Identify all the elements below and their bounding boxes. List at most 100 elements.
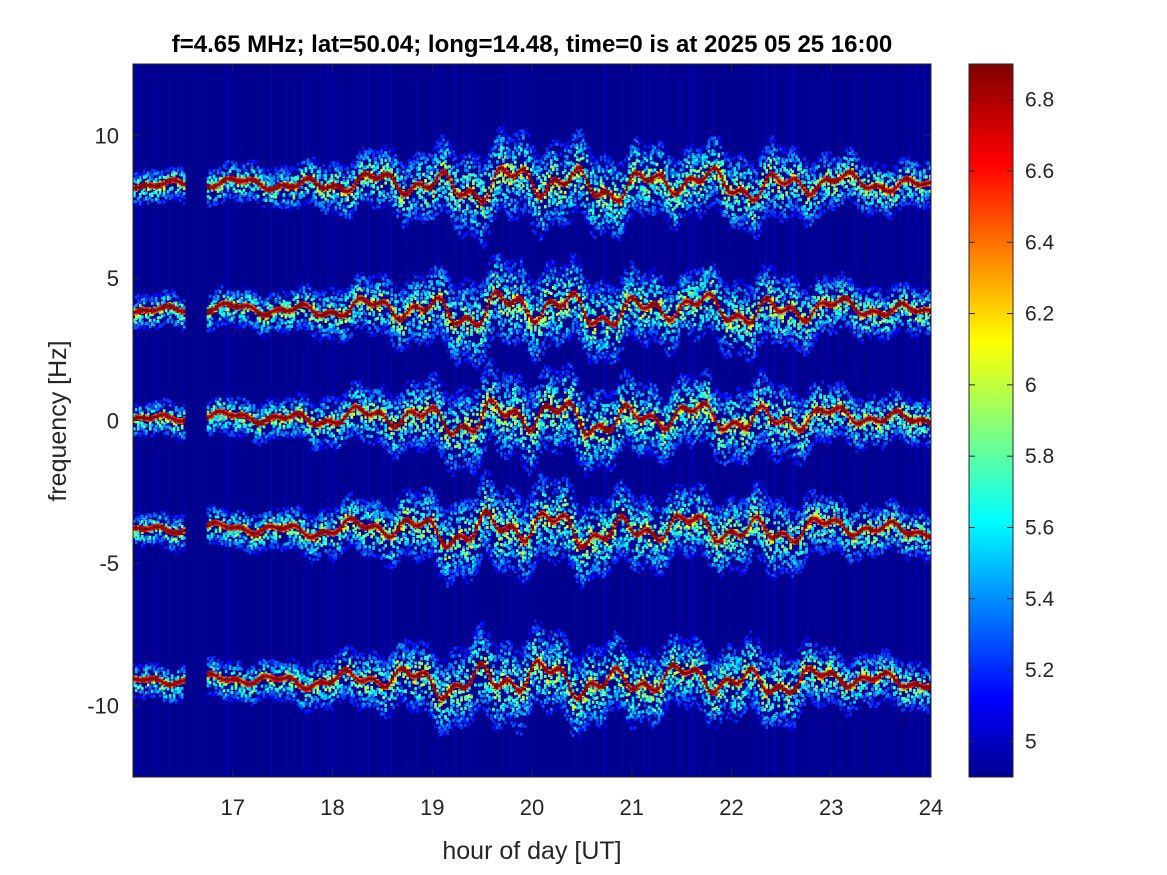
spectral-cell [557, 190, 561, 194]
spectral-cell [607, 170, 611, 173]
spectral-cell [546, 162, 549, 166]
spectral-cell [553, 207, 557, 211]
spectral-cell [228, 193, 232, 197]
spectral-cell [396, 161, 399, 165]
spectral-cell [420, 214, 423, 218]
spectral-cell [376, 205, 379, 209]
spectral-cell [526, 143, 529, 147]
trace-peak-cell [400, 191, 403, 194]
spectral-cell [340, 193, 344, 197]
spectral-cell [516, 183, 519, 187]
spectral-cell [713, 201, 717, 205]
spectral-cell [428, 176, 431, 179]
spectral-cell [154, 189, 158, 193]
spectral-cell [715, 187, 719, 191]
spectral-cell [546, 171, 549, 175]
spectral-cell [649, 184, 653, 188]
spectral-cell [472, 220, 475, 224]
spectral-cell [681, 190, 685, 194]
spectral-cell [555, 164, 559, 168]
spectral-cell [637, 152, 641, 156]
spectral-cell [488, 153, 491, 157]
spectral-cell [514, 155, 517, 159]
spectral-cell [426, 169, 429, 173]
spectral-cell [450, 219, 453, 223]
spectral-cell [733, 155, 737, 159]
trace-peak-cell [492, 178, 495, 182]
trace-peak-cell [663, 178, 667, 182]
spectral-cell [785, 193, 788, 197]
spectral-cell [172, 173, 176, 177]
spectral-cell [663, 191, 667, 195]
spectral-cell [290, 180, 294, 184]
spectral-cell [755, 207, 758, 211]
spectral-cell [745, 160, 749, 164]
trace-peak-cell [238, 179, 242, 183]
spectral-cell [316, 170, 320, 174]
spectral-cell [553, 163, 557, 167]
spectral-cell [743, 227, 747, 231]
spectral-cell [358, 171, 361, 175]
trace-peak-cell [268, 188, 272, 192]
spectral-cell [512, 158, 515, 162]
spectral-cell [524, 195, 527, 199]
spectral-cell [334, 205, 338, 209]
spectral-cell [412, 203, 415, 207]
spectral-cell [442, 185, 445, 189]
spectral-cell [721, 169, 725, 172]
spectral-cell [691, 183, 695, 187]
spectral-cell [306, 181, 310, 185]
spectral-cell [292, 194, 296, 198]
spectral-cell [563, 195, 567, 199]
spectral-cell [284, 177, 288, 180]
spectral-cell [214, 198, 218, 202]
trace-peak-cell [332, 184, 336, 188]
spectral-cell [182, 187, 186, 191]
spectral-cell [677, 202, 681, 205]
spectral-cell [675, 200, 679, 203]
spectral-cell [691, 152, 695, 156]
spectral-cell [180, 170, 184, 174]
trace-peak-cell [659, 174, 663, 177]
trace-peak-cell [532, 185, 535, 189]
spectral-cell [597, 226, 601, 230]
spectral-cell [448, 181, 451, 185]
trace-peak-cell [280, 183, 284, 187]
spectral-cell [747, 202, 751, 206]
spectral-cell [402, 207, 405, 211]
spectral-cell [226, 187, 230, 191]
spectral-cell [236, 173, 240, 176]
spectral-cell [621, 225, 625, 229]
spectral-cell [400, 161, 403, 165]
spectral-cell [396, 208, 399, 212]
spectral-cell [577, 149, 581, 153]
spectral-cell [396, 170, 399, 174]
spectral-cell [691, 186, 695, 190]
spectral-cell [669, 182, 673, 186]
spectral-cell [687, 173, 691, 177]
spectral-cell [729, 220, 733, 224]
spectral-cell [717, 154, 721, 158]
spectral-cell [432, 147, 435, 151]
spectral-cell [502, 136, 505, 140]
spectral-cell [693, 181, 697, 185]
spectral-cell [484, 222, 487, 226]
spectral-cell [306, 158, 310, 162]
spectral-cell [340, 181, 344, 185]
spectral-cell [430, 178, 433, 181]
spectral-cell [332, 211, 336, 215]
spectral-cell [438, 140, 441, 143]
spectral-cell [428, 153, 431, 157]
spectral-cell [446, 180, 449, 184]
spectral-cell [571, 210, 575, 214]
spectral-cell [436, 158, 439, 162]
spectral-cell [322, 174, 326, 178]
spectral-cell [294, 180, 298, 184]
spectral-cell [721, 162, 725, 166]
spectral-cell [591, 211, 595, 215]
trace-peak-cell [458, 193, 461, 197]
spectral-cell [454, 199, 457, 203]
spectral-cell [719, 186, 723, 190]
spectral-cell [436, 171, 439, 175]
spectral-cell [510, 165, 513, 169]
